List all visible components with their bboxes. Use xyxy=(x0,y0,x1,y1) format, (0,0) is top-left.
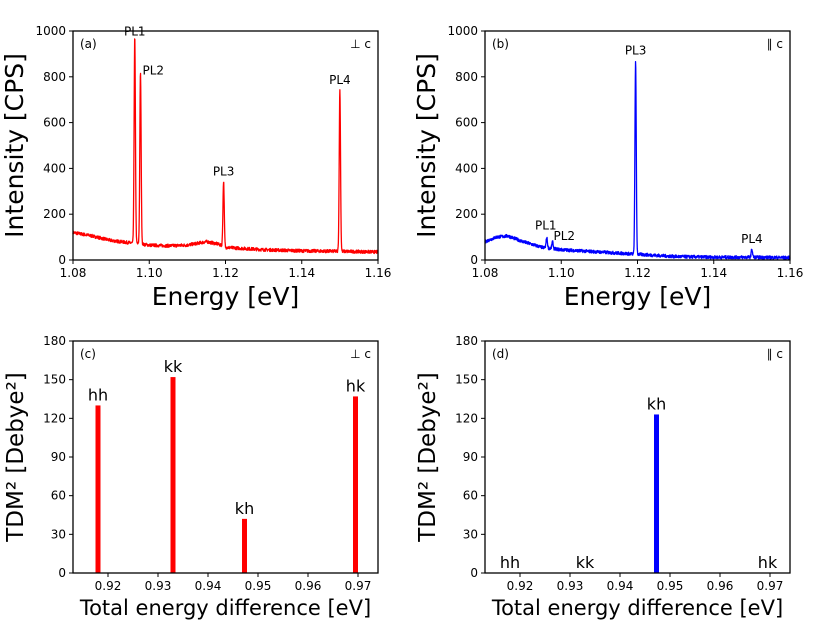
bar-kh xyxy=(654,414,659,573)
panel-label: (b) xyxy=(492,37,509,51)
x-tick-label: 1.10 xyxy=(136,266,163,280)
y-tick-label: 0 xyxy=(470,253,478,267)
y-tick-label: 60 xyxy=(463,489,478,503)
y-axis-title: TDM² [Debye²] xyxy=(415,372,441,543)
y-axis-title: Intensity [CPS] xyxy=(412,53,441,238)
bar-label-hh: hh xyxy=(500,553,520,572)
bar-label-kk: kk xyxy=(576,553,595,572)
x-tick-label: 0.97 xyxy=(757,579,784,593)
y-tick-label: 180 xyxy=(455,334,478,348)
y-tick-label: 90 xyxy=(51,450,66,464)
panel-c: 0.92 0.93 0.94 0.95 0.96 0.97 0 30 60 90 120 150 180… xyxy=(3,334,379,620)
polarization-label: ∥ c xyxy=(767,347,783,361)
x-tick-label: 0.92 xyxy=(507,579,534,593)
y-tick-label: 150 xyxy=(455,373,478,387)
y-tick-label: 150 xyxy=(43,373,66,387)
y-tick-label: 200 xyxy=(43,207,66,221)
y-tick-label: 800 xyxy=(43,70,66,84)
peak-label-pl4: PL4 xyxy=(329,73,351,87)
y-tick-label: 0 xyxy=(470,566,478,580)
x-tick-label: 1.08 xyxy=(60,266,87,280)
panel-d: 0.92 0.93 0.94 0.95 0.96 0.97 0 30 60 90 120 150 180… xyxy=(415,334,791,620)
x-tick-label: 1.14 xyxy=(288,266,315,280)
polarization-label: ⊥ c xyxy=(350,347,371,361)
y-tick-label: 30 xyxy=(463,527,478,541)
y-tick-label: 60 xyxy=(51,489,66,503)
peak-label-pl2: PL2 xyxy=(142,63,164,77)
bar-hh xyxy=(95,405,101,573)
y-tick-label: 120 xyxy=(455,411,478,425)
x-tick-label: 1.10 xyxy=(548,266,575,280)
y-tick-label: 120 xyxy=(43,411,66,425)
polarization-label: ⊥ c xyxy=(350,37,371,51)
plot-frame xyxy=(72,340,379,574)
y-axis-title: TDM² [Debye²] xyxy=(3,372,29,543)
x-axis-title: Total energy difference [eV] xyxy=(491,596,783,620)
bar-kk xyxy=(170,377,176,573)
plot-frame xyxy=(484,30,791,261)
y-tick-label: 0 xyxy=(58,253,66,267)
bar-label-hh: hh xyxy=(88,385,108,404)
peak-label-pl3: PL3 xyxy=(625,44,647,58)
bar-label-kk: kk xyxy=(164,357,183,376)
series-line-b xyxy=(484,60,791,260)
bar-kh xyxy=(242,518,247,573)
x-tick-label: 1.14 xyxy=(700,266,727,280)
series-line-a xyxy=(72,38,379,255)
x-axis-title: Energy [eV] xyxy=(564,282,711,311)
plot-frame xyxy=(72,30,379,261)
bar-label-hk: hk xyxy=(758,553,778,572)
x-tick-label: 1.12 xyxy=(212,266,239,280)
x-axis-title: Total energy difference [eV] xyxy=(79,596,371,620)
x-tick-label: 1.08 xyxy=(472,266,499,280)
y-tick-label: 0 xyxy=(58,566,66,580)
x-tick-label: 0.97 xyxy=(345,579,372,593)
plot-frame xyxy=(484,340,791,574)
panel-label: (d) xyxy=(492,347,509,361)
x-tick-label: 0.96 xyxy=(707,579,734,593)
x-tick-label: 0.92 xyxy=(95,579,122,593)
y-tick-label: 600 xyxy=(43,116,66,130)
panel-b: 1.08 1.10 1.12 1.14 1.16 0 200 400 600 800 1000 PL1… xyxy=(412,24,803,311)
panel-label: (a) xyxy=(80,37,97,51)
y-tick-label: 30 xyxy=(51,527,66,541)
x-tick-label: 0.94 xyxy=(607,579,634,593)
y-tick-label: 400 xyxy=(43,161,66,175)
y-tick-label: 1000 xyxy=(35,24,66,38)
y-tick-label: 400 xyxy=(455,161,478,175)
bar-hk xyxy=(353,396,358,573)
peak-label-pl3: PL3 xyxy=(213,164,235,178)
y-tick-label: 800 xyxy=(455,70,478,84)
bar-label-hk: hk xyxy=(346,376,366,395)
bar-label-kh: kh xyxy=(647,394,666,413)
x-axis-title: Energy [eV] xyxy=(152,282,299,311)
panel-label: (c) xyxy=(80,347,96,361)
peak-label-pl4: PL4 xyxy=(741,232,763,246)
x-tick-label: 1.16 xyxy=(365,266,392,280)
peak-label-pl2: PL2 xyxy=(553,229,575,243)
x-tick-label: 0.93 xyxy=(557,579,584,593)
polarization-label: ∥ c xyxy=(767,37,783,51)
x-tick-label: 0.95 xyxy=(245,579,272,593)
x-tick-label: 0.95 xyxy=(657,579,684,593)
y-tick-label: 90 xyxy=(463,450,478,464)
y-axis-title: Intensity [CPS] xyxy=(0,53,29,238)
x-tick-label: 1.12 xyxy=(624,266,651,280)
y-tick-label: 600 xyxy=(455,116,478,130)
x-tick-label: 0.94 xyxy=(195,579,222,593)
y-tick-label: 180 xyxy=(43,334,66,348)
x-tick-label: 1.16 xyxy=(777,266,804,280)
y-tick-label: 1000 xyxy=(447,24,478,38)
x-tick-label: 0.96 xyxy=(295,579,322,593)
peak-label-pl1: PL1 xyxy=(535,219,557,233)
x-tick-label: 0.93 xyxy=(145,579,172,593)
bar-label-kh: kh xyxy=(235,499,254,518)
y-tick-label: 200 xyxy=(455,207,478,221)
